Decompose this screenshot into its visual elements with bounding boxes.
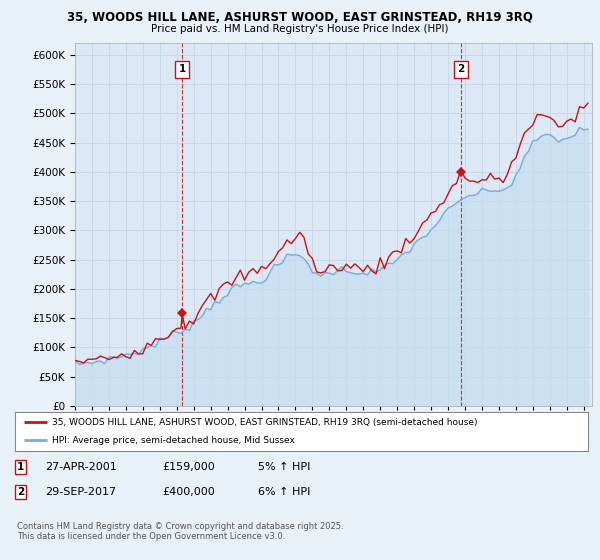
- Text: £159,000: £159,000: [162, 462, 215, 472]
- Text: 27-APR-2001: 27-APR-2001: [45, 462, 117, 472]
- Text: HPI: Average price, semi-detached house, Mid Sussex: HPI: Average price, semi-detached house,…: [52, 436, 295, 445]
- Text: 29-SEP-2017: 29-SEP-2017: [45, 487, 116, 497]
- Text: 2: 2: [17, 487, 24, 497]
- Text: 5% ↑ HPI: 5% ↑ HPI: [258, 462, 310, 472]
- Text: 1: 1: [17, 462, 24, 472]
- Text: £400,000: £400,000: [162, 487, 215, 497]
- Text: 35, WOODS HILL LANE, ASHURST WOOD, EAST GRINSTEAD, RH19 3RQ (semi-detached house: 35, WOODS HILL LANE, ASHURST WOOD, EAST …: [52, 418, 478, 427]
- Text: 2: 2: [457, 64, 464, 74]
- Text: Price paid vs. HM Land Registry's House Price Index (HPI): Price paid vs. HM Land Registry's House …: [151, 24, 449, 34]
- Text: 6% ↑ HPI: 6% ↑ HPI: [258, 487, 310, 497]
- Text: 35, WOODS HILL LANE, ASHURST WOOD, EAST GRINSTEAD, RH19 3RQ: 35, WOODS HILL LANE, ASHURST WOOD, EAST …: [67, 11, 533, 24]
- Text: 1: 1: [179, 64, 186, 74]
- Text: Contains HM Land Registry data © Crown copyright and database right 2025.
This d: Contains HM Land Registry data © Crown c…: [17, 522, 343, 542]
